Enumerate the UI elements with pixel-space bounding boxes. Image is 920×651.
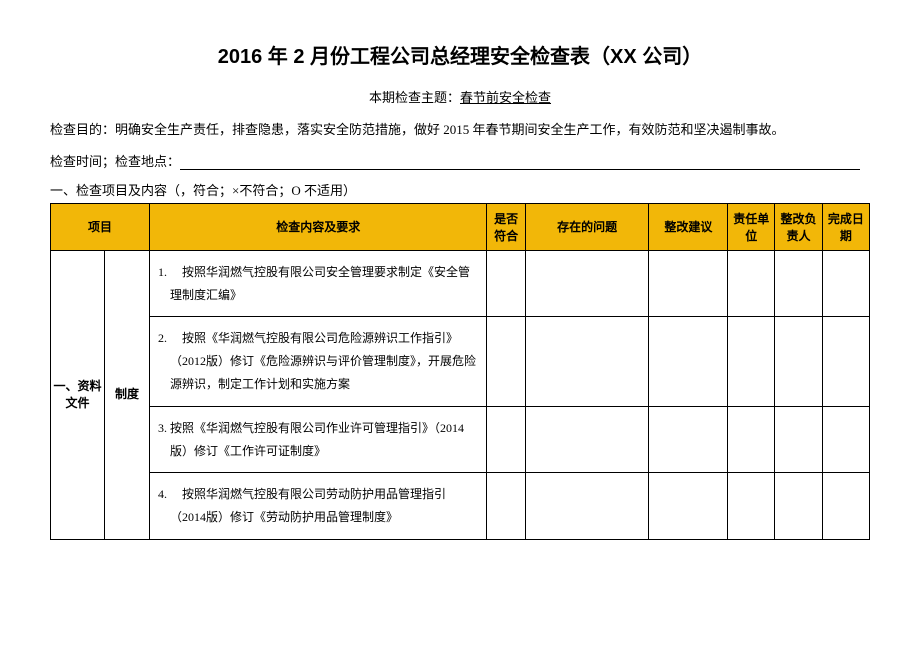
header-unit: 责任单位 bbox=[728, 203, 775, 250]
problem-cell bbox=[525, 250, 649, 317]
done-cell bbox=[822, 317, 869, 406]
table-row: 按照《华润燃气控股有限公司作业许可管理指引》（2014 版）修订《工作许可证制度… bbox=[51, 406, 870, 473]
done-cell bbox=[822, 406, 869, 473]
subcategory-cell: 制度 bbox=[104, 250, 149, 539]
done-cell bbox=[822, 473, 869, 540]
time-label: 检查时间；检查地点： bbox=[50, 154, 180, 169]
table-row: 按照华润燃气控股有限公司劳动防护用品管理指引（2014版）修订《劳动防护用品管理… bbox=[51, 473, 870, 540]
unit-cell bbox=[728, 473, 775, 540]
time-location-row: 检查时间；检查地点： bbox=[50, 151, 870, 170]
suggestion-cell bbox=[649, 317, 728, 406]
content-cell: 按照《华润燃气控股有限公司危险源辨识工作指引》（2012版）修订《危险源辨识与评… bbox=[150, 317, 487, 406]
conform-cell bbox=[487, 317, 525, 406]
page-title: 2016 年 2 月份工程公司总经理安全检查表（XX 公司） bbox=[50, 40, 870, 69]
check-purpose: 检查目的：明确安全生产责任，排查隐患，落实安全防范措施，做好 2015 年春节期… bbox=[50, 120, 870, 141]
problem-cell bbox=[525, 406, 649, 473]
suggestion-cell bbox=[649, 406, 728, 473]
category-cell: 一、资料文件 bbox=[51, 250, 105, 539]
header-conform: 是否符合 bbox=[487, 203, 525, 250]
problem-cell bbox=[525, 473, 649, 540]
header-content: 检查内容及要求 bbox=[150, 203, 487, 250]
unit-cell bbox=[728, 406, 775, 473]
row-text: 按照华润燃气控股有限公司安全管理要求制定《安全管理制度汇编》 bbox=[170, 261, 478, 307]
responsible-cell bbox=[775, 406, 822, 473]
unit-cell bbox=[728, 317, 775, 406]
section-heading: 一、检查项目及内容（，符合；×不符合；O 不适用） bbox=[50, 180, 870, 199]
subtitle-theme: 春节前安全检查 bbox=[460, 90, 551, 105]
subtitle-prefix: 本期检查主题： bbox=[369, 90, 460, 105]
header-suggestion: 整改建议 bbox=[649, 203, 728, 250]
check-table: 项目 检查内容及要求 是否符合 存在的问题 整改建议 责任单位 整改负责人 完成… bbox=[50, 203, 870, 540]
row-text: 按照华润燃气控股有限公司劳动防护用品管理指引（2014版）修订《劳动防护用品管理… bbox=[170, 483, 478, 529]
done-cell bbox=[822, 250, 869, 317]
row-text: 按照《华润燃气控股有限公司危险源辨识工作指引》（2012版）修订《危险源辨识与评… bbox=[170, 327, 478, 395]
conform-cell bbox=[487, 406, 525, 473]
table-row: 按照《华润燃气控股有限公司危险源辨识工作指引》（2012版）修订《危险源辨识与评… bbox=[51, 317, 870, 406]
conform-cell bbox=[487, 473, 525, 540]
suggestion-cell bbox=[649, 250, 728, 317]
header-responsible: 整改负责人 bbox=[775, 203, 822, 250]
fill-line bbox=[180, 156, 860, 170]
responsible-cell bbox=[775, 250, 822, 317]
content-cell: 按照《华润燃气控股有限公司作业许可管理指引》（2014 版）修订《工作许可证制度… bbox=[150, 406, 487, 473]
document-page: 2016 年 2 月份工程公司总经理安全检查表（XX 公司） 本期检查主题：春节… bbox=[0, 0, 920, 651]
suggestion-cell bbox=[649, 473, 728, 540]
header-done: 完成日期 bbox=[822, 203, 869, 250]
conform-cell bbox=[487, 250, 525, 317]
header-row: 项目 检查内容及要求 是否符合 存在的问题 整改建议 责任单位 整改负责人 完成… bbox=[51, 203, 870, 250]
content-cell: 按照华润燃气控股有限公司安全管理要求制定《安全管理制度汇编》 bbox=[150, 250, 487, 317]
responsible-cell bbox=[775, 473, 822, 540]
table-row: 一、资料文件 制度 按照华润燃气控股有限公司安全管理要求制定《安全管理制度汇编》 bbox=[51, 250, 870, 317]
header-item: 项目 bbox=[51, 203, 150, 250]
header-problem: 存在的问题 bbox=[525, 203, 649, 250]
responsible-cell bbox=[775, 317, 822, 406]
content-cell: 按照华润燃气控股有限公司劳动防护用品管理指引（2014版）修订《劳动防护用品管理… bbox=[150, 473, 487, 540]
problem-cell bbox=[525, 317, 649, 406]
unit-cell bbox=[728, 250, 775, 317]
subtitle-row: 本期检查主题：春节前安全检查 bbox=[50, 87, 870, 106]
row-text: 按照《华润燃气控股有限公司作业许可管理指引》（2014 版）修订《工作许可证制度… bbox=[170, 417, 478, 463]
